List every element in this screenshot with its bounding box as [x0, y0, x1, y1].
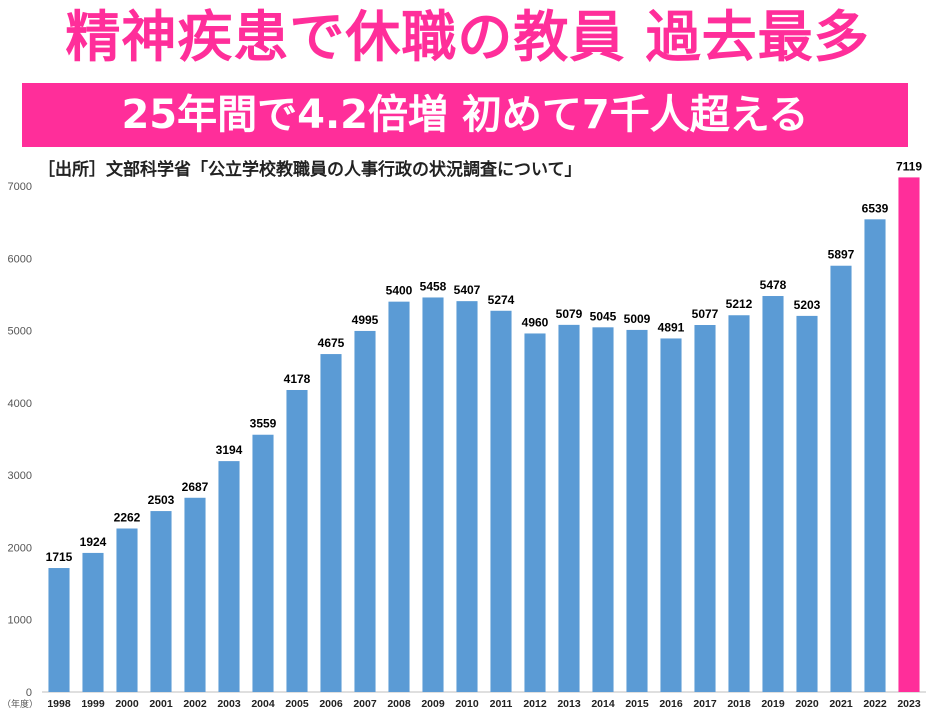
bar-2014	[592, 327, 614, 692]
y-tick-label: 5000	[8, 326, 32, 338]
data-label-2017: 5077	[692, 307, 719, 321]
x-tick-label-2023: 2023	[897, 698, 921, 710]
x-tick-label-2001: 2001	[149, 698, 173, 710]
x-tick-label-2009: 2009	[421, 698, 445, 710]
data-label-2020: 5203	[794, 298, 821, 312]
data-label-2018: 5212	[726, 297, 753, 311]
x-tick-label-2017: 2017	[693, 698, 717, 710]
x-tick-label-1999: 1999	[81, 698, 105, 710]
data-label-2008: 5400	[386, 284, 413, 298]
y-tick-label: 2000	[8, 542, 32, 554]
data-label-2007: 4995	[352, 313, 379, 327]
x-tick-label-2000: 2000	[115, 698, 139, 710]
bar-1999	[82, 552, 104, 692]
data-label-2001: 2503	[148, 493, 175, 507]
data-label-2022: 6539	[862, 201, 889, 215]
bar-2001	[150, 511, 172, 692]
data-label-2023: 7119	[896, 159, 922, 173]
data-label-2009: 5458	[420, 279, 447, 293]
bar-2007	[354, 330, 376, 692]
data-label-2004: 3559	[250, 417, 277, 431]
x-tick-label-1998: 1998	[47, 698, 71, 710]
source-citation: ［出所］文部科学省「公立学校教職員の人事行政の状況調査について」	[38, 160, 582, 180]
data-label-2003: 3194	[216, 443, 243, 457]
x-tick-label-2011: 2011	[490, 698, 513, 710]
y-tick-label: 4000	[8, 398, 32, 410]
bar-2010	[456, 301, 478, 692]
x-tick-label-2012: 2012	[523, 698, 547, 710]
bar-2021	[830, 265, 852, 692]
bar-2022	[864, 219, 886, 692]
data-label-1998: 1715	[46, 550, 73, 564]
y-tick-label: 6000	[8, 253, 32, 265]
bar-2019	[762, 296, 784, 692]
data-label-2014: 5045	[590, 309, 617, 323]
bar-2000	[116, 528, 138, 692]
subtitle-banner: 25年間で4.2倍増 初めて7千人超える	[22, 83, 908, 147]
bar-2002	[184, 497, 206, 692]
x-tick-label-2016: 2016	[659, 698, 683, 710]
data-label-2000: 2262	[114, 510, 141, 524]
bar-1998	[48, 568, 70, 692]
chart-data-labels: 1715 1924 2262 2503 2687 3194 3559 4178 4675 4995…	[46, 159, 923, 564]
x-tick-label-2008: 2008	[387, 698, 411, 710]
x-tick-label-2014: 2014	[591, 698, 615, 710]
x-tick-label-2021: 2021	[829, 698, 853, 710]
bar-2005	[286, 389, 308, 692]
data-label-2015: 5009	[624, 312, 651, 326]
bar-2018	[728, 315, 750, 692]
chart-x-ticks: 1998 1999 2000 2001 2002 2003 2004 2005 2006 2007…	[2, 698, 921, 710]
data-label-2013: 5079	[556, 307, 583, 321]
data-label-2012: 4960	[522, 315, 549, 329]
data-label-1999: 1924	[80, 535, 107, 549]
bar-2006	[320, 354, 342, 692]
y-tick-label: 1000	[8, 615, 32, 627]
x-tick-label-2015: 2015	[625, 698, 649, 710]
chart-bars	[48, 177, 920, 692]
x-tick-label-2019: 2019	[761, 698, 785, 710]
data-label-2019: 5478	[760, 278, 787, 292]
bar-2008	[388, 301, 410, 692]
data-label-2006: 4675	[318, 336, 345, 350]
x-unit-label: （年度）	[2, 698, 38, 710]
y-tick-label: 0	[26, 687, 32, 699]
x-tick-label-2020: 2020	[795, 698, 819, 710]
bar-2011	[490, 310, 512, 692]
headline-title: 精神疾患で休職の教員 過去最多	[65, 5, 870, 69]
x-tick-label-2010: 2010	[455, 698, 479, 710]
x-tick-label-2007: 2007	[353, 698, 377, 710]
data-label-2002: 2687	[182, 480, 209, 494]
bar-2020	[796, 315, 818, 692]
chart-y-ticks: 0 1000 2000 3000 4000 5000 6000 7000	[8, 181, 32, 699]
bar-2023	[898, 177, 920, 692]
x-tick-label-2005: 2005	[285, 698, 309, 710]
data-label-2011: 5274	[488, 293, 515, 307]
data-label-2010: 5407	[454, 283, 481, 297]
y-tick-label: 7000	[8, 181, 32, 193]
x-tick-label-2013: 2013	[557, 698, 581, 710]
x-tick-label-2004: 2004	[251, 698, 275, 710]
data-label-2021: 5897	[828, 248, 855, 262]
bar-2012	[524, 333, 546, 692]
x-tick-label-2002: 2002	[183, 698, 207, 710]
bar-2009	[422, 297, 444, 692]
x-tick-label-2003: 2003	[217, 698, 241, 710]
x-tick-label-2018: 2018	[727, 698, 751, 710]
bar-2003	[218, 461, 240, 692]
x-tick-label-2006: 2006	[319, 698, 343, 710]
y-tick-label: 3000	[8, 470, 32, 482]
bar-2013	[558, 324, 580, 692]
data-label-2016: 4891	[658, 320, 685, 334]
bar-2015	[626, 329, 648, 692]
bar-2004	[252, 434, 274, 692]
bar-2016	[660, 338, 682, 692]
data-label-2005: 4178	[284, 372, 311, 386]
bar-2017	[694, 325, 716, 692]
headline-subtitle: 25年間で4.2倍増 初めて7千人超える	[121, 92, 809, 138]
x-tick-label-2022: 2022	[863, 698, 887, 710]
